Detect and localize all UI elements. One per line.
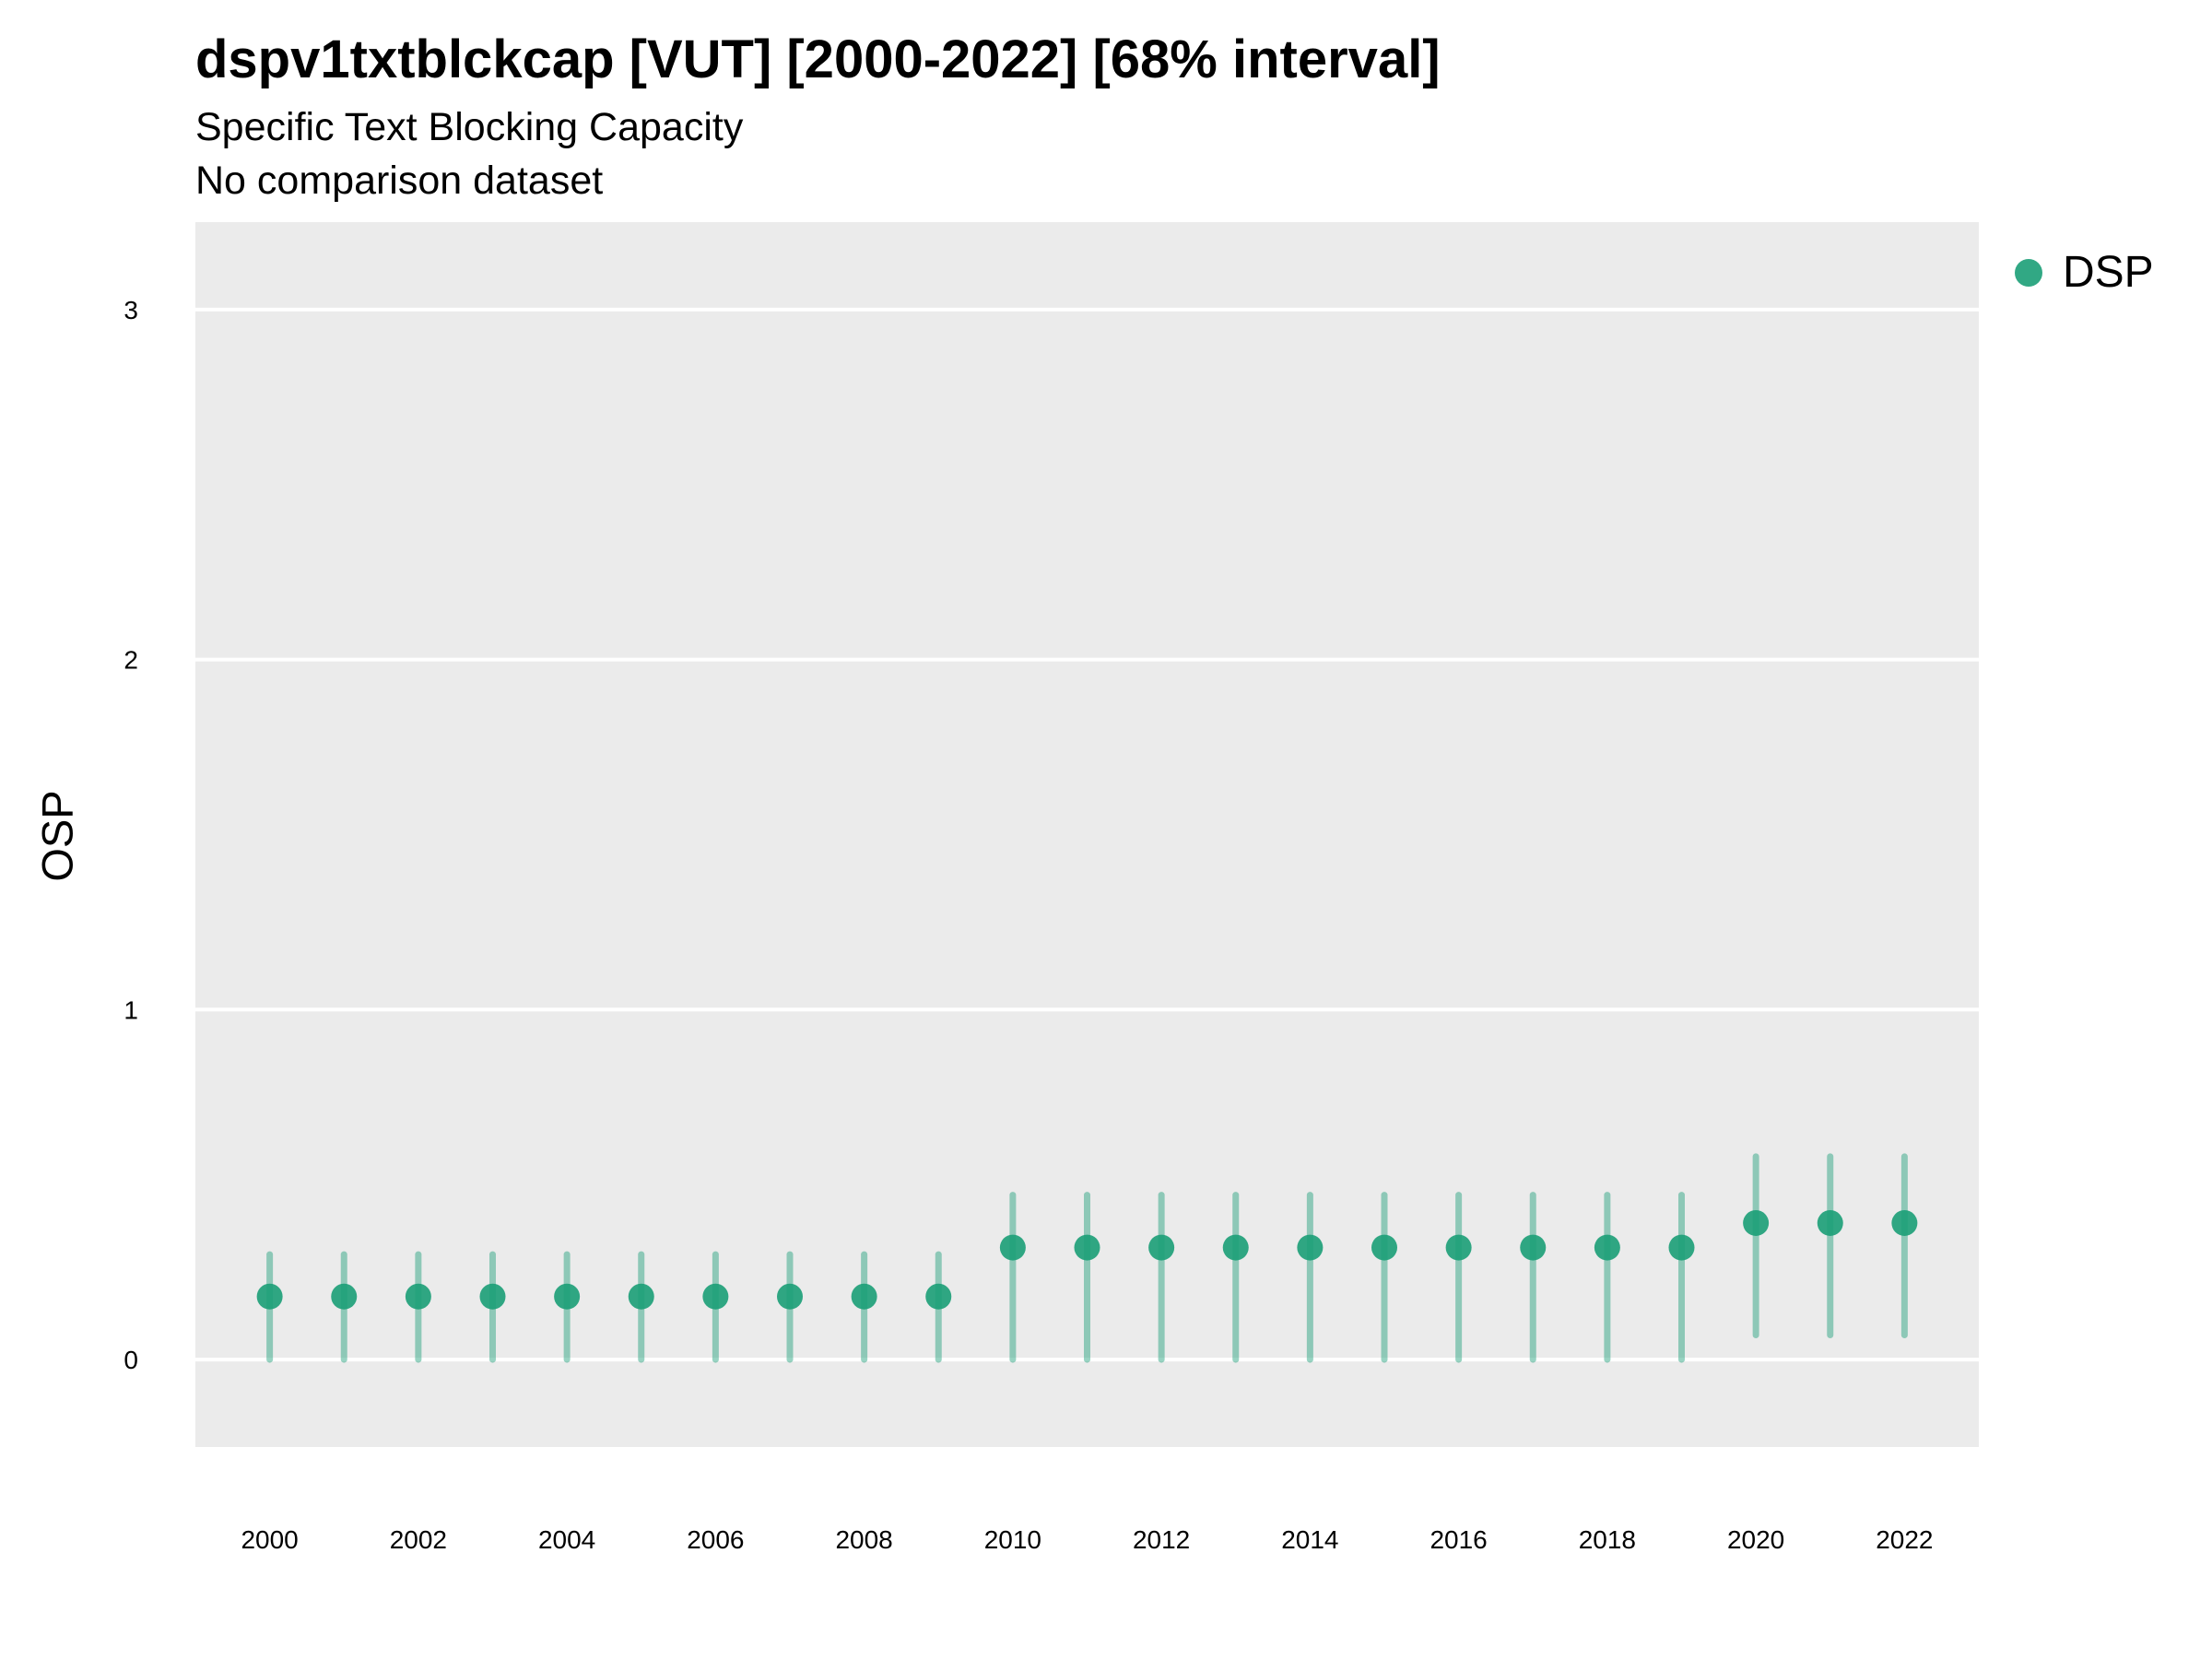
chart-title: dspv1txtblckcap [VUT] [2000-2022] [68% i… bbox=[195, 29, 1441, 89]
data-point-2014 bbox=[1297, 1234, 1324, 1261]
x-tick-label-2010: 2010 bbox=[984, 1525, 1041, 1554]
data-point-2013 bbox=[1222, 1234, 1249, 1261]
legend-key-dsp bbox=[2015, 259, 2042, 287]
data-point-2011 bbox=[1074, 1234, 1100, 1261]
data-point-2003 bbox=[479, 1283, 506, 1310]
y-tick-label-3: 3 bbox=[124, 296, 138, 324]
data-point-2019 bbox=[1668, 1234, 1695, 1261]
x-tick-label-2004: 2004 bbox=[538, 1525, 595, 1554]
data-point-2021 bbox=[1817, 1209, 1843, 1236]
x-tick-label-2014: 2014 bbox=[1281, 1525, 1338, 1554]
data-point-2018 bbox=[1594, 1234, 1620, 1261]
data-point-2002 bbox=[405, 1283, 431, 1310]
x-tick-label-2008: 2008 bbox=[835, 1525, 892, 1554]
chart-subtitle: Specific Text Blocking Capacity bbox=[195, 105, 744, 149]
x-tick-label-2022: 2022 bbox=[1876, 1525, 1933, 1554]
x-tick-label-2018: 2018 bbox=[1579, 1525, 1636, 1554]
data-point-2004 bbox=[554, 1283, 581, 1310]
data-point-2000 bbox=[256, 1283, 283, 1310]
legend-label-dsp: DSP bbox=[2063, 248, 2154, 297]
y-tick-label-0: 0 bbox=[124, 1346, 138, 1374]
x-tick-label-2020: 2020 bbox=[1727, 1525, 1784, 1554]
x-tick-label-2016: 2016 bbox=[1430, 1525, 1487, 1554]
data-point-2008 bbox=[851, 1283, 877, 1310]
data-point-2006 bbox=[702, 1283, 729, 1310]
data-point-2016 bbox=[1445, 1234, 1472, 1261]
data-point-2010 bbox=[999, 1234, 1026, 1261]
x-tick-label-2006: 2006 bbox=[687, 1525, 744, 1554]
x-tick-label-2000: 2000 bbox=[241, 1525, 298, 1554]
data-point-2005 bbox=[628, 1283, 654, 1310]
data-point-2022 bbox=[1891, 1209, 1918, 1236]
y-tick-label-1: 1 bbox=[124, 995, 138, 1024]
data-point-2017 bbox=[1520, 1234, 1547, 1261]
data-point-2007 bbox=[777, 1283, 803, 1310]
x-tick-label-2002: 2002 bbox=[390, 1525, 447, 1554]
data-point-2012 bbox=[1148, 1234, 1175, 1261]
x-tick-label-2012: 2012 bbox=[1133, 1525, 1190, 1554]
legend: DSP bbox=[2015, 251, 2154, 295]
data-point-2015 bbox=[1371, 1234, 1397, 1261]
data-point-2009 bbox=[925, 1283, 952, 1310]
y-tick-label-2: 2 bbox=[124, 646, 138, 675]
chart-caption: No comparison dataset bbox=[195, 159, 604, 203]
data-point-2001 bbox=[331, 1283, 358, 1310]
data-point-2020 bbox=[1743, 1209, 1770, 1236]
